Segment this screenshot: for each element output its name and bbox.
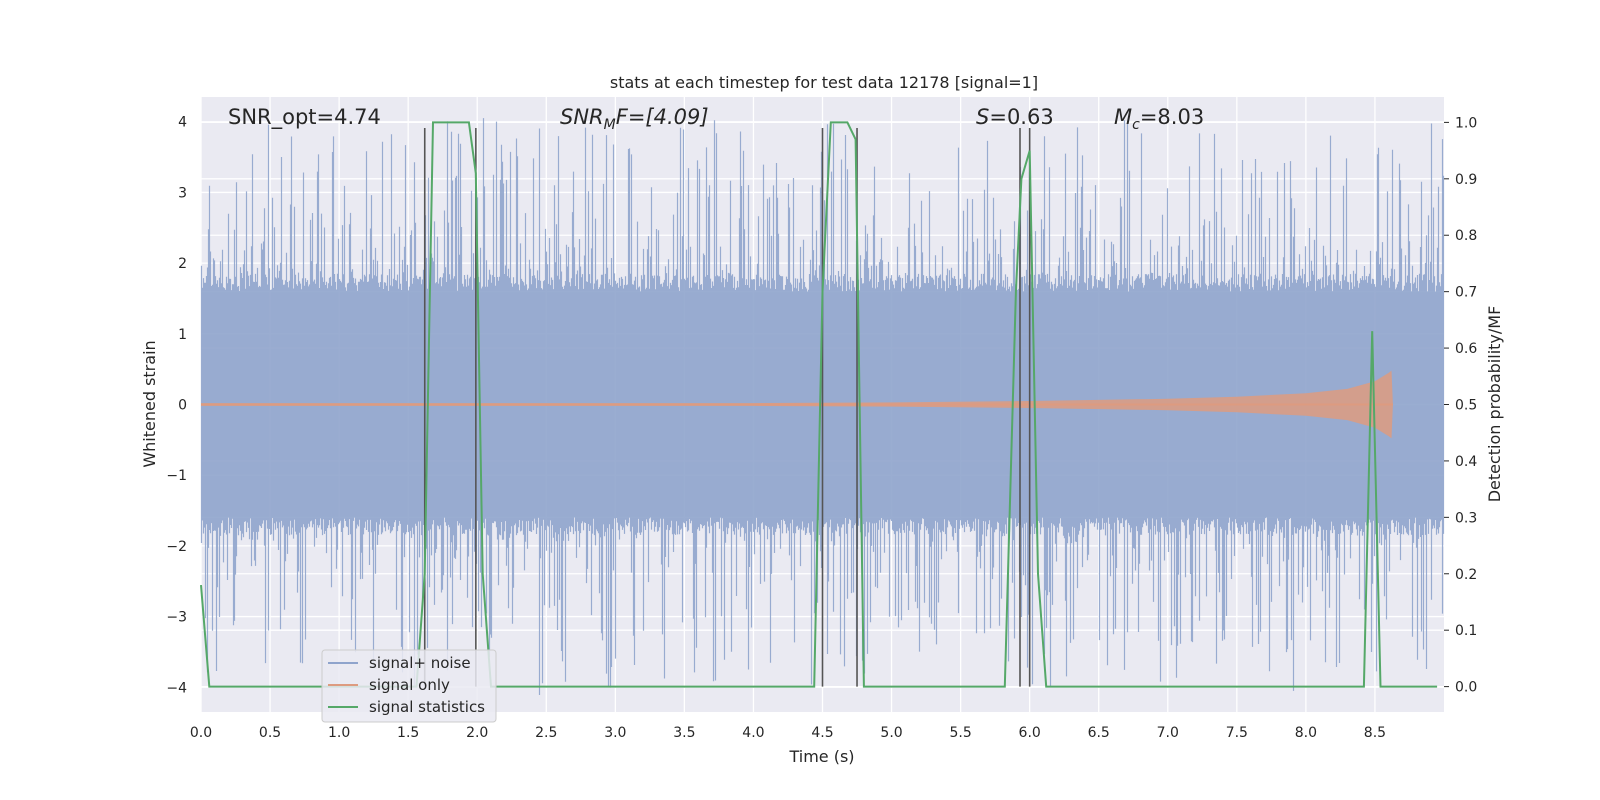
x-tick-label: 2.5 bbox=[535, 725, 557, 741]
x-tick-label: 6.5 bbox=[1088, 725, 1110, 741]
series-signal-statistics bbox=[200, 121, 1438, 688]
chart-title: stats at each timestep for test data 121… bbox=[610, 73, 1038, 92]
y-tick-label-left: 4 bbox=[178, 115, 187, 131]
annotation-s-rest: =0.63 bbox=[989, 105, 1053, 129]
x-tick-label: 3.5 bbox=[673, 725, 695, 741]
x-tick-label: 6.0 bbox=[1019, 725, 1041, 741]
x-tick-label: 7.0 bbox=[1157, 725, 1179, 741]
y-tick-label-right: 0.5 bbox=[1455, 398, 1477, 414]
legend-box bbox=[321, 649, 497, 723]
y-tick-label-right: 0.4 bbox=[1455, 454, 1477, 470]
x-tick-label: 5.0 bbox=[880, 725, 902, 741]
y-axis-label-right: Detection probability/MF bbox=[1485, 306, 1504, 503]
y-tick-label-left: 1 bbox=[178, 327, 187, 343]
y-tick-label-left: 0 bbox=[178, 398, 187, 414]
y-tick-label-right: 0.7 bbox=[1455, 285, 1477, 301]
y-tick-label-left: 3 bbox=[178, 185, 187, 201]
y-tick-label-right: 0.1 bbox=[1455, 623, 1477, 639]
annotation-snr-mf: SNRMF=[4.09] bbox=[560, 105, 709, 133]
y-tick-label-left: −2 bbox=[166, 539, 187, 555]
x-tick-label: 0.5 bbox=[259, 725, 281, 741]
x-tick-label: 4.0 bbox=[742, 725, 764, 741]
annotation-mc-sub: c bbox=[1132, 117, 1140, 133]
y-tick-label-left: −3 bbox=[166, 610, 187, 626]
y-tick-label-right: 0.8 bbox=[1455, 228, 1477, 244]
annotation-mc: Mc=8.03 bbox=[1114, 105, 1204, 133]
x-tick-label: 4.5 bbox=[811, 725, 833, 741]
y-ticks-right: 1.0 0.9 0.8 0.7 0.6 0.5 0.4 0.3 0.2 0.1 0.0 bbox=[1444, 115, 1477, 696]
legend: signal+ noise signal only signal statist… bbox=[321, 649, 497, 723]
annotation-snr-mf-main: SNR bbox=[560, 105, 604, 129]
y-tick-label-right: 0.2 bbox=[1455, 567, 1477, 583]
annotation-s: S=0.63 bbox=[976, 105, 1054, 129]
legend-label-noise: signal+ noise bbox=[369, 654, 471, 672]
x-tick-label: 5.5 bbox=[949, 725, 971, 741]
y-tick-label-right: 0.0 bbox=[1455, 680, 1477, 696]
x-tick-label: 3.0 bbox=[604, 725, 626, 741]
x-tick-label: 7.5 bbox=[1226, 725, 1248, 741]
y-tick-label-right: 0.9 bbox=[1455, 172, 1477, 188]
x-tick-label: 1.0 bbox=[328, 725, 350, 741]
plot-layer bbox=[200, 118, 1445, 695]
y-axis-label-left: Whitened strain bbox=[140, 340, 159, 467]
y-tick-label-right: 1.0 bbox=[1455, 115, 1477, 131]
annotation-mc-rest: =8.03 bbox=[1140, 105, 1204, 129]
annotation-s-main: S bbox=[976, 105, 989, 129]
y-tick-label-right: 0.3 bbox=[1455, 510, 1477, 526]
x-axis-label: Time (s) bbox=[788, 747, 854, 766]
x-ticks: 0.0 0.5 1.0 1.5 2.0 2.5 3.0 3.5 4.0 4.5 5.0 5.5 6.0 6… bbox=[190, 725, 1386, 741]
annotation-mc-main: M bbox=[1114, 105, 1132, 129]
annotation-snr-mf-rest: F=[4.09] bbox=[616, 105, 709, 129]
y-tick-label-right: 0.6 bbox=[1455, 341, 1477, 357]
legend-label-signal: signal only bbox=[369, 676, 450, 694]
legend-label-stats: signal statistics bbox=[369, 698, 485, 716]
y-tick-label-left: 2 bbox=[178, 256, 187, 272]
y-ticks-left: 4 3 2 1 0 −1 −2 −3 −4 bbox=[166, 115, 187, 697]
x-tick-label: 8.0 bbox=[1295, 725, 1317, 741]
y-tick-label-left: −1 bbox=[166, 468, 187, 484]
annotation-snr-opt: SNR_opt=4.74 bbox=[228, 105, 381, 130]
annotation-snr-mf-sub: M bbox=[604, 117, 616, 133]
x-tick-label: 2.0 bbox=[466, 725, 488, 741]
y-tick-label-left: −4 bbox=[166, 680, 187, 696]
x-tick-label: 0.0 bbox=[190, 725, 212, 741]
x-tick-label: 1.5 bbox=[397, 725, 419, 741]
x-tick-label: 8.5 bbox=[1364, 725, 1386, 741]
